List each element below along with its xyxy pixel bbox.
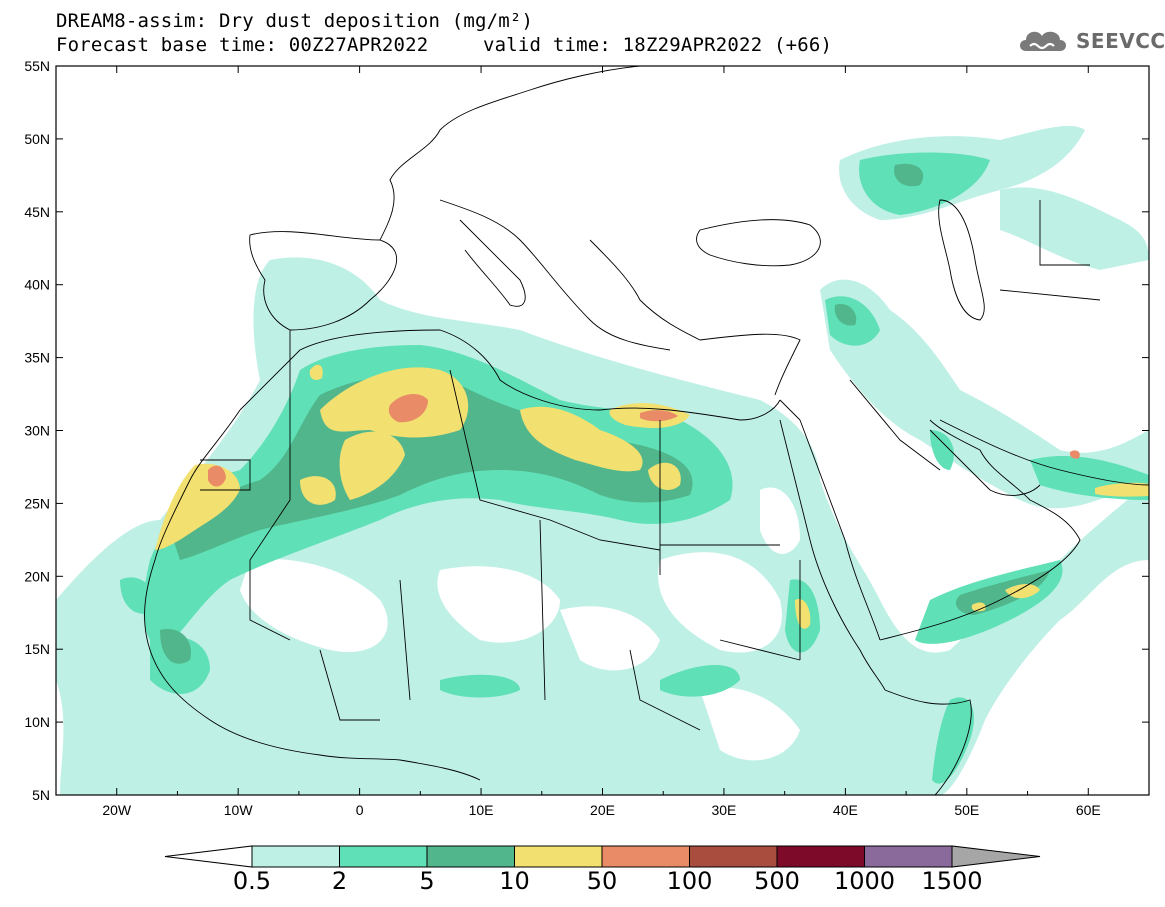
colorbar-label: 1500 (921, 867, 982, 895)
cloud-icon (1020, 31, 1066, 51)
colorbar-label: 100 (667, 867, 713, 895)
lon-label: 20E (590, 802, 615, 818)
colorbar-segment (426, 845, 515, 868)
colorbar-label: 500 (754, 867, 800, 895)
lat-label: 10N (24, 714, 50, 730)
lon-label: 10W (224, 802, 254, 818)
latitude-axis: 55N 50N 45N 40N 35N 30N 25N 20N 15N 10N 5N (24, 58, 1149, 803)
lon-label: 50E (954, 802, 979, 818)
lat-label: 55N (24, 58, 50, 74)
dust-deposition-field (56, 125, 1149, 795)
lat-label: 5N (32, 787, 50, 803)
colorbar-segment (601, 845, 690, 868)
seevccc-logo: SEEVCCC (1016, 24, 1165, 58)
colorbar: 0.5 2 5 10 50 100 500 1000 1500 (164, 845, 1041, 895)
colorbar-label: 50 (587, 867, 618, 895)
colorbar-segment (514, 845, 603, 868)
lon-label: 30E (711, 802, 736, 818)
lat-label: 25N (24, 495, 50, 511)
map-title: DREAM8-assim: Dry dust deposition (mg/m²… (56, 10, 534, 32)
lat-label: 50N (24, 131, 50, 147)
lon-label: 0 (356, 802, 364, 818)
colorbar-label: 1000 (834, 867, 895, 895)
coastlines-and-borders (144, 66, 1149, 795)
logo-text: SEEVCCC (1076, 29, 1165, 53)
colorbar-label: 0.5 (233, 867, 271, 895)
colorbar-under-arrow (164, 845, 253, 868)
colorbar-over-arrow (951, 845, 1041, 868)
lat-label: 15N (24, 641, 50, 657)
colorbar-segment (339, 845, 428, 868)
lon-label: 20W (102, 802, 132, 818)
lon-label: 60E (1076, 802, 1101, 818)
colorbar-label: 5 (419, 867, 434, 895)
lon-label: 10E (469, 802, 494, 818)
colorbar-segment (251, 845, 340, 868)
colorbar-segment (776, 845, 865, 868)
colorbar-segment (864, 845, 953, 868)
forecast-base-time: Forecast base time: 00Z27APR2022 (56, 34, 429, 56)
lat-label: 35N (24, 350, 50, 366)
colorbar-label: 10 (499, 867, 530, 895)
lat-label: 20N (24, 568, 50, 584)
longitude-axis: 20W 10W 0 10E 20E 30E 40E 50E 60E (55, 66, 1150, 818)
lat-label: 45N (24, 204, 50, 220)
colorbar-label: 2 (332, 867, 347, 895)
colorbar-segment (689, 845, 778, 868)
lat-label: 40N (24, 277, 50, 293)
valid-time: valid time: 18Z29APR2022 (+66) (483, 34, 833, 56)
lat-label: 30N (24, 423, 50, 439)
lon-label: 40E (833, 802, 858, 818)
